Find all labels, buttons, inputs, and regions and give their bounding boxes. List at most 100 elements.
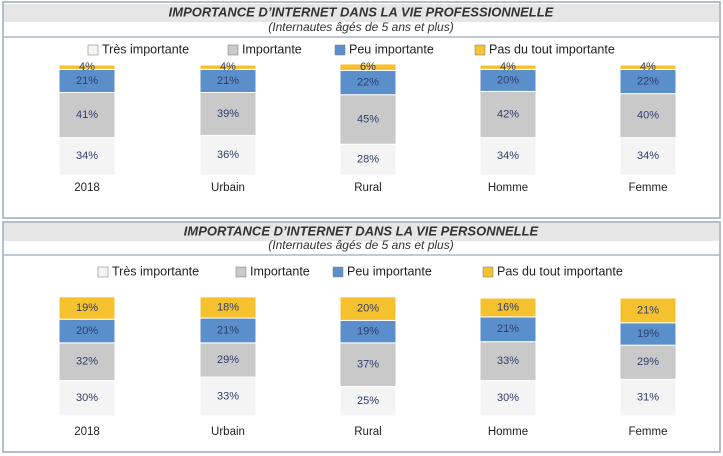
value-label: 34% <box>76 150 98 162</box>
legend-label: Peu importante <box>349 42 434 56</box>
value-label: 41% <box>76 109 98 121</box>
value-label: 33% <box>217 390 239 402</box>
value-label: 45% <box>357 113 379 125</box>
bar-segment <box>199 342 257 378</box>
chart-subtitle: (Internautes âgés de 5 ans et plus) <box>268 20 453 34</box>
bar-segment <box>479 316 537 343</box>
legend-label: Peu importante <box>347 264 432 278</box>
value-label: 30% <box>497 392 519 404</box>
value-label: 28% <box>357 154 379 166</box>
bar-segment <box>58 296 116 320</box>
bar-segment <box>58 342 116 382</box>
title-band <box>4 4 719 22</box>
chart-title: IMPORTANCE D’INTERNET DANS LA VIE PERSON… <box>184 223 539 238</box>
legend-swatch <box>332 266 344 278</box>
legend-label: Pas du tout importante <box>489 42 615 56</box>
legend-swatch <box>97 266 109 278</box>
value-label: 4% <box>640 61 656 73</box>
legend-label: Pas du tout importante <box>497 264 623 278</box>
value-label: 4% <box>500 61 516 73</box>
bar-segment <box>479 380 537 417</box>
value-label: 19% <box>637 328 659 340</box>
bar-segment <box>199 92 257 136</box>
chart-subtitle: (Internautes âgés de 5 ans et plus) <box>268 238 453 252</box>
value-label: 31% <box>637 392 659 404</box>
chart-title: IMPORTANCE D’INTERNET DANS LA VIE PROFES… <box>169 4 554 19</box>
value-label: 22% <box>357 77 379 89</box>
x-tick-label: Homme <box>488 182 528 194</box>
bar-segment <box>479 64 537 70</box>
value-label: 33% <box>497 355 519 367</box>
bar-segment <box>199 376 257 417</box>
value-label: 22% <box>637 75 659 87</box>
x-tick-label: Femme <box>629 182 668 194</box>
legend-swatch <box>334 44 346 56</box>
value-label: 6% <box>360 61 376 73</box>
value-label: 21% <box>497 323 519 335</box>
legend-label: Importante <box>242 42 302 56</box>
legend-label: Très importante <box>112 264 199 278</box>
bar-segment <box>619 297 677 324</box>
bar-segment <box>199 134 257 176</box>
bar-segment <box>58 92 116 139</box>
value-label: 40% <box>637 110 659 122</box>
bar-segment <box>479 137 537 176</box>
x-tick-label: Urbain <box>211 426 245 438</box>
value-label: 18% <box>217 301 239 313</box>
bar-segment <box>339 143 397 176</box>
bar-segment <box>479 341 537 382</box>
value-label: 21% <box>637 304 659 316</box>
panel <box>2 1 721 219</box>
bar-segment <box>58 64 116 70</box>
value-label: 4% <box>79 61 95 73</box>
x-tick-label: Femme <box>629 426 668 438</box>
value-label: 25% <box>357 395 379 407</box>
value-label: 21% <box>217 75 239 87</box>
bar-segment <box>479 90 537 139</box>
legend-label: Très importante <box>102 42 189 56</box>
bar-segment <box>619 344 677 380</box>
legend-swatch <box>482 266 494 278</box>
value-label: 34% <box>637 150 659 162</box>
bar-segment <box>619 64 677 70</box>
bar-segment <box>58 380 116 417</box>
x-tick-label: Rural <box>354 182 381 194</box>
bar-segment <box>339 70 397 96</box>
title-band <box>4 223 719 241</box>
x-tick-label: 2018 <box>74 426 100 438</box>
value-label: 20% <box>76 325 98 337</box>
legend-swatch <box>227 44 239 56</box>
value-label: 4% <box>220 61 236 73</box>
legend-swatch <box>474 44 486 56</box>
bar-segment <box>619 137 677 176</box>
value-label: 36% <box>217 149 239 161</box>
legend-swatch <box>235 266 247 278</box>
bar-segment <box>339 296 397 321</box>
value-label: 34% <box>497 150 519 162</box>
x-tick-label: Rural <box>354 426 381 438</box>
value-label: 20% <box>357 303 379 315</box>
bar-segment <box>199 64 257 70</box>
value-label: 19% <box>76 302 98 314</box>
value-label: 39% <box>217 108 239 120</box>
x-tick-label: Homme <box>488 426 528 438</box>
value-label: 32% <box>76 356 98 368</box>
x-tick-label: Urbain <box>211 182 245 194</box>
value-label: 42% <box>497 108 519 120</box>
bar-segment <box>339 63 397 72</box>
bar-segment <box>619 93 677 139</box>
value-label: 30% <box>76 392 98 404</box>
value-label: 21% <box>76 75 98 87</box>
value-label: 16% <box>497 301 519 313</box>
value-label: 29% <box>637 356 659 368</box>
bar-segment <box>339 342 397 387</box>
value-label: 29% <box>217 354 239 366</box>
value-label: 19% <box>357 326 379 338</box>
x-tick-label: 2018 <box>74 182 100 194</box>
value-label: 37% <box>357 359 379 371</box>
bar-segment <box>479 297 537 318</box>
value-label: 20% <box>497 74 519 86</box>
legend-swatch <box>87 44 99 56</box>
legend-label: Importante <box>250 264 310 278</box>
